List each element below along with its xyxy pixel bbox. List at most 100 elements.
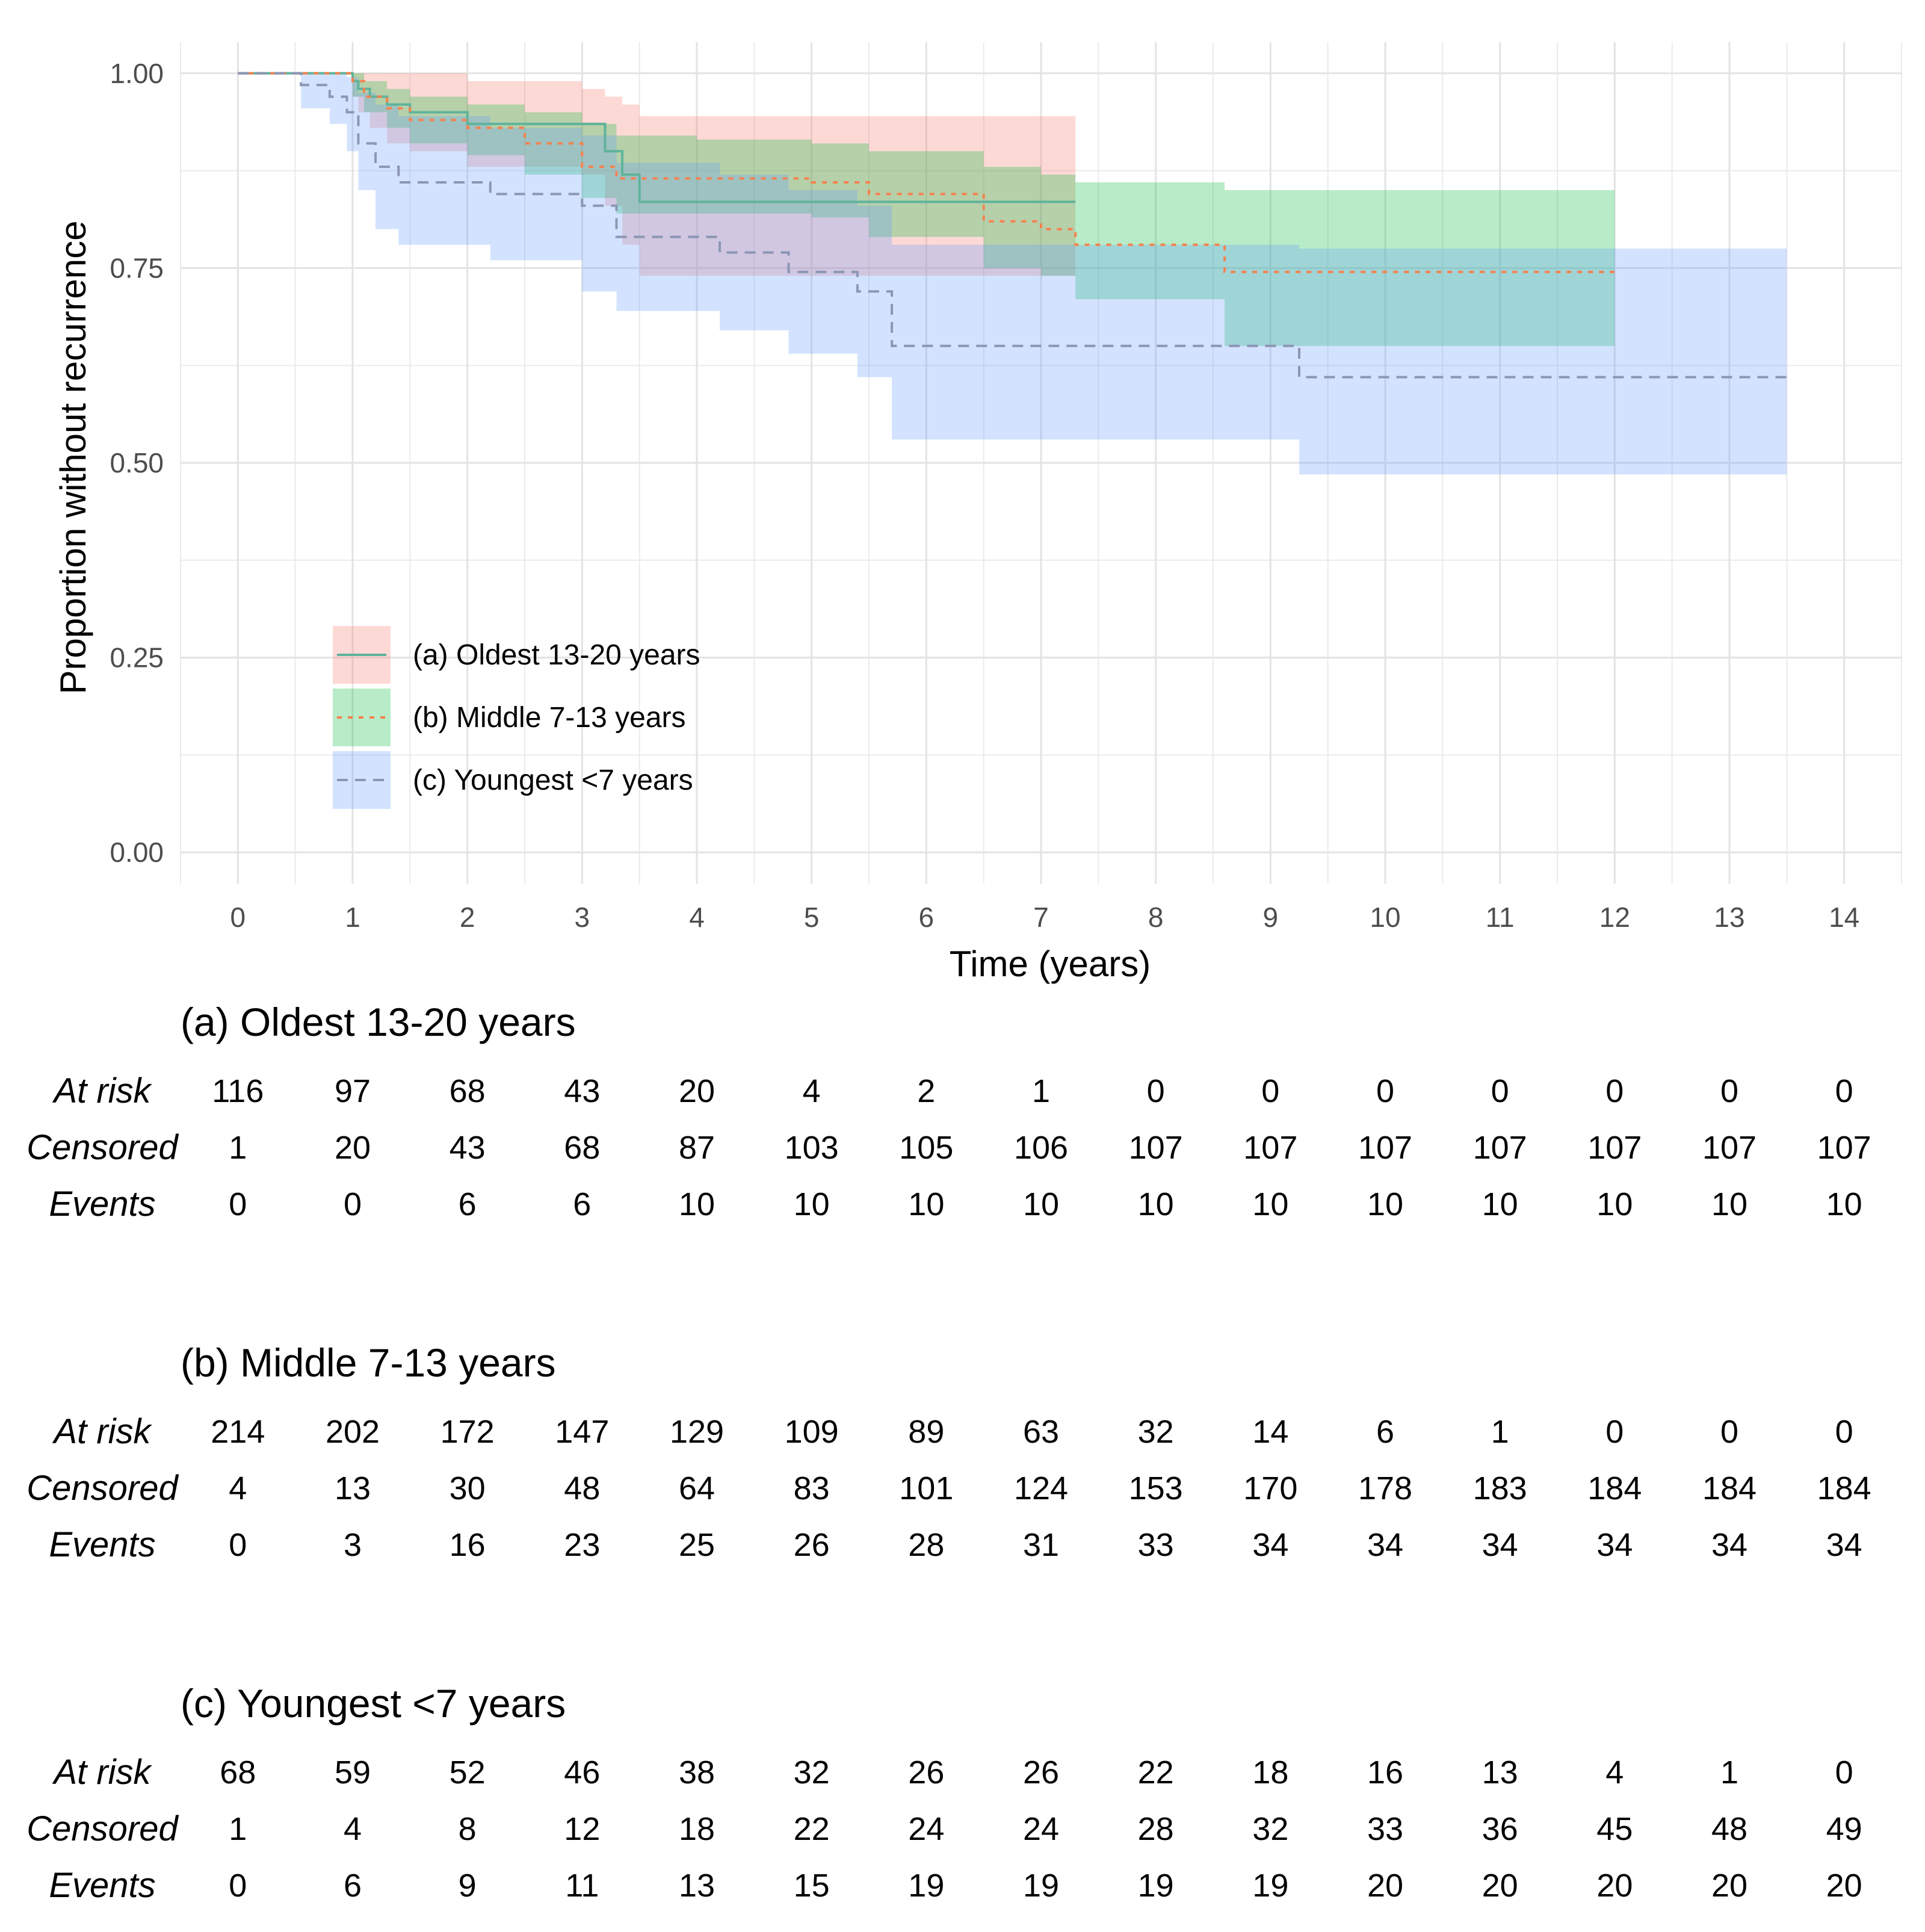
row-label: Censored — [26, 1128, 178, 1167]
risk-cells: 0 0 6 6 10 10 10 10 10 10 10 10 10 10 10 — [0, 1176, 1925, 1233]
risk-cell: 1 — [1491, 1414, 1509, 1450]
risk-cell: 10 — [1022, 1186, 1060, 1222]
y-axis-ticks: 0.00 0.25 0.50 0.75 1.00 — [110, 58, 164, 868]
risk-cells: 0 3 16 23 25 26 28 31 33 34 34 34 34 34 34 — [0, 1517, 1925, 1573]
risk-cell: 83 — [793, 1470, 830, 1506]
risk-cell: 0 — [1720, 1414, 1739, 1450]
risk-cell: 28 — [908, 1527, 945, 1563]
confidence-bands — [238, 73, 1787, 475]
legend-label: (c) Youngest <7 years — [413, 764, 693, 796]
row-label: At risk — [54, 1071, 151, 1110]
risk-cell: 10 — [1252, 1186, 1289, 1222]
risk-cell: 14 — [1252, 1414, 1289, 1450]
risk-cell: 97 — [334, 1073, 371, 1109]
legend: (a) Oldest 13-20 years (b) Middle 7-13 ye… — [333, 626, 700, 809]
risk-cell: 24 — [908, 1811, 945, 1847]
risk-cell: 13 — [678, 1868, 715, 1904]
risk-cells: 116 97 68 43 20 4 2 1 0 0 0 0 0 0 0 — [0, 1063, 1925, 1119]
risk-cell: 184 — [1587, 1470, 1642, 1506]
risk-cell: 19 — [1022, 1868, 1060, 1904]
risk-cell: 107 — [1702, 1130, 1757, 1166]
risk-cell: 59 — [334, 1754, 371, 1791]
survival-curve — [238, 72, 1076, 203]
risk-cell: 1 — [1720, 1754, 1739, 1791]
legend-label: (b) Middle 7-13 years — [413, 702, 686, 734]
survival-curve — [238, 72, 1615, 273]
risk-cell: 10 — [908, 1186, 945, 1222]
risk-cell: 101 — [899, 1470, 954, 1506]
row-label: Events — [49, 1525, 156, 1564]
x-tick-label: 4 — [689, 902, 705, 933]
survival-curve — [238, 72, 1787, 379]
y-tick-label: 0.25 — [110, 642, 164, 673]
risk-cell: 26 — [793, 1527, 830, 1563]
risk-row-at-risk: At risk 214 202 172 147 129 109 89 63 32 14 6 1 0 0 0 — [0, 1404, 1925, 1460]
risk-cell: 20 — [1482, 1868, 1518, 1904]
risk-cell: 107 — [1243, 1130, 1298, 1166]
y-tick-label: 0.75 — [110, 252, 164, 283]
risk-cell: 4 — [343, 1811, 362, 1847]
risk-row-events: Events 0 3 16 23 25 26 28 31 33 34 34 34 34 34 34 — [0, 1517, 1925, 1573]
risk-cell: 46 — [564, 1754, 601, 1791]
risk-table-title: (a) Oldest 13-20 years — [181, 1000, 576, 1044]
x-tick-label: 8 — [1148, 902, 1164, 933]
risk-cell: 64 — [678, 1470, 715, 1506]
risk-cell: 184 — [1702, 1470, 1757, 1506]
risk-table-title: (b) Middle 7-13 years — [181, 1340, 556, 1385]
risk-cell: 12 — [564, 1811, 601, 1847]
risk-cell: 153 — [1128, 1470, 1183, 1506]
risk-cell: 52 — [449, 1754, 486, 1791]
risk-cell: 25 — [678, 1527, 715, 1563]
risk-cell: 116 — [212, 1073, 264, 1109]
risk-cell: 33 — [1137, 1527, 1174, 1563]
risk-cell: 38 — [678, 1754, 715, 1791]
risk-cell: 20 — [334, 1130, 371, 1166]
y-tick-label: 0.50 — [110, 447, 164, 478]
risk-cell: 48 — [1711, 1811, 1748, 1847]
risk-cell: 20 — [1826, 1868, 1862, 1904]
risk-table-oldest: (a) Oldest 13-20 years At risk 116 97 68 43… — [0, 998, 1925, 1251]
x-tick-label: 2 — [460, 902, 475, 933]
risk-cell: 34 — [1252, 1527, 1289, 1563]
risk-cell: 107 — [1817, 1130, 1871, 1166]
risk-cell: 0 — [1491, 1073, 1509, 1109]
risk-cells: 1 4 8 12 18 22 24 24 28 32 33 36 45 48 49 — [0, 1801, 1925, 1857]
confidence-band — [238, 73, 1615, 346]
risk-cell: 18 — [1252, 1754, 1289, 1791]
risk-cell: 10 — [1367, 1186, 1404, 1222]
x-tick-label: 1 — [345, 902, 360, 933]
risk-cells: 4 13 30 48 64 83 101 124 153 170 178 183 184 184 184 — [0, 1460, 1925, 1517]
risk-cell: 34 — [1596, 1527, 1633, 1563]
risk-cell: 147 — [555, 1414, 610, 1450]
risk-cell: 0 — [1835, 1073, 1853, 1109]
risk-cell: 32 — [1252, 1811, 1289, 1847]
row-label: Censored — [26, 1469, 178, 1508]
x-tick-label: 5 — [804, 902, 820, 933]
confidence-band — [238, 73, 1076, 276]
y-tick-label: 1.00 — [110, 58, 164, 89]
risk-row-censored: Censored 1 4 8 12 18 22 24 24 28 32 33 36 45 48 49 — [0, 1801, 1925, 1857]
risk-cell: 4 — [229, 1470, 247, 1506]
risk-cell: 202 — [325, 1414, 380, 1450]
risk-cell: 10 — [1596, 1186, 1633, 1222]
risk-cell: 0 — [229, 1527, 247, 1563]
risk-cell: 31 — [1022, 1527, 1060, 1563]
row-label: Events — [49, 1184, 156, 1224]
x-tick-label: 11 — [1486, 902, 1515, 933]
risk-cell: 68 — [220, 1754, 256, 1791]
risk-table-youngest: (c) Youngest <7 years At risk 68 59 52 46 38… — [0, 1679, 1925, 1932]
risk-cell: 23 — [564, 1527, 601, 1563]
risk-cell: 63 — [1022, 1414, 1060, 1450]
risk-cell: 30 — [449, 1470, 486, 1506]
risk-cell: 214 — [211, 1414, 265, 1450]
risk-cell: 43 — [564, 1073, 601, 1109]
risk-row-at-risk: At risk 116 97 68 43 20 4 2 1 0 0 0 0 0 0 0 — [0, 1063, 1925, 1119]
risk-cell: 18 — [678, 1811, 715, 1847]
risk-row-events: Events 0 0 6 6 10 10 10 10 10 10 10 10 10 10 10 — [0, 1176, 1925, 1233]
risk-cell: 124 — [1013, 1470, 1069, 1506]
risk-cell: 34 — [1826, 1527, 1862, 1563]
risk-cell: 15 — [793, 1868, 830, 1904]
risk-cell: 129 — [669, 1414, 725, 1450]
risk-table-middle: (b) Middle 7-13 years At risk 214 202 172 1… — [0, 1339, 1925, 1591]
row-label: Censored — [26, 1809, 178, 1848]
